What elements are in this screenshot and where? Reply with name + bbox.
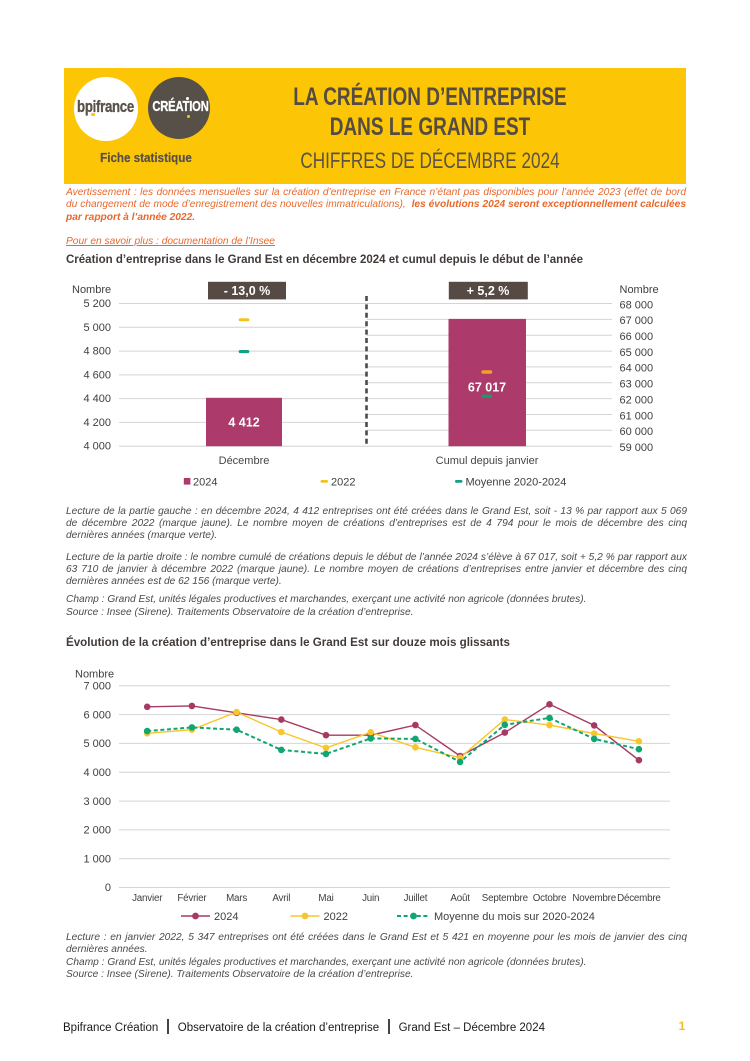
svg-text:Août: Août	[450, 893, 470, 904]
svg-text:5 000: 5 000	[83, 738, 111, 750]
svg-text:Nombre: Nombre	[72, 284, 111, 296]
svg-text:4 800: 4 800	[83, 346, 111, 358]
svg-text:Moyenne 2020-2024: Moyenne 2020-2024	[466, 477, 567, 489]
svg-text:5 000: 5 000	[83, 322, 111, 334]
svg-text:Octobre: Octobre	[533, 893, 567, 904]
svg-text:- 13,0 %: - 13,0 %	[224, 284, 271, 298]
svg-text:6 000: 6 000	[83, 709, 111, 721]
svg-text:2024: 2024	[214, 911, 238, 923]
svg-text:68 000: 68 000	[620, 299, 654, 311]
svg-text:61 000: 61 000	[620, 410, 654, 422]
svg-text:Avril: Avril	[272, 893, 290, 904]
svg-text:65 000: 65 000	[620, 347, 654, 359]
svg-text:Nombre: Nombre	[620, 284, 659, 296]
svg-text:Décembre: Décembre	[617, 893, 661, 904]
svg-text:4 412: 4 412	[228, 416, 259, 430]
svg-text:4 000: 4 000	[83, 441, 111, 453]
svg-text:Cumul depuis janvier: Cumul depuis janvier	[436, 455, 539, 467]
svg-text:Mai: Mai	[318, 893, 333, 904]
svg-text:2022: 2022	[331, 477, 355, 489]
svg-text:2024: 2024	[193, 477, 217, 489]
svg-text:3 000: 3 000	[83, 796, 111, 808]
svg-text:7 000: 7 000	[83, 681, 111, 693]
svg-text:5 200: 5 200	[83, 298, 111, 310]
svg-text:Janvier: Janvier	[132, 893, 163, 904]
svg-text:4 600: 4 600	[83, 369, 111, 381]
svg-text:59 000: 59 000	[620, 442, 654, 454]
svg-text:Septembre: Septembre	[482, 893, 529, 904]
svg-text:4 200: 4 200	[83, 417, 111, 429]
svg-text:66 000: 66 000	[620, 331, 654, 343]
svg-text:2022: 2022	[324, 911, 348, 923]
svg-text:Février: Février	[177, 893, 207, 904]
svg-text:Nombre: Nombre	[75, 669, 114, 681]
svg-text:63 000: 63 000	[620, 379, 654, 391]
svg-text:2 000: 2 000	[83, 825, 111, 837]
svg-text:60 000: 60 000	[620, 426, 654, 438]
svg-text:67 017: 67 017	[468, 381, 506, 395]
svg-text:1 000: 1 000	[83, 853, 111, 865]
svg-text:0: 0	[105, 882, 111, 894]
svg-text:67 000: 67 000	[620, 315, 654, 327]
svg-text:62 000: 62 000	[620, 394, 654, 406]
svg-text:+ 5,2 %: + 5,2 %	[467, 284, 510, 298]
svg-text:4 000: 4 000	[83, 767, 111, 779]
svg-text:Juin: Juin	[362, 893, 379, 904]
svg-text:4 400: 4 400	[83, 393, 111, 405]
svg-text:64 000: 64 000	[620, 363, 654, 375]
svg-text:Novembre: Novembre	[572, 893, 616, 904]
svg-text:Juillet: Juillet	[404, 893, 428, 904]
svg-text:Décembre: Décembre	[219, 455, 270, 467]
svg-text:Moyenne du mois sur 2020-2024: Moyenne du mois sur 2020-2024	[434, 911, 595, 923]
svg-text:Mars: Mars	[226, 893, 247, 904]
